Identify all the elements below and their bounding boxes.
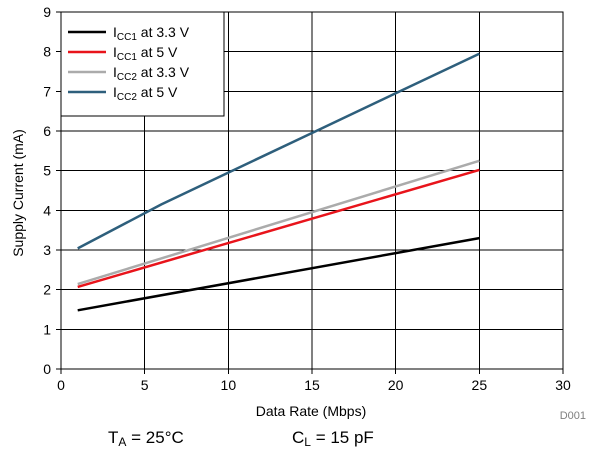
series-line-2: [77, 168, 480, 289]
legend-label: ICC1 at 3.3 V: [113, 24, 190, 43]
series-line-1: [77, 236, 480, 312]
y-tick-label: 0: [43, 361, 51, 377]
y-tick-label: 9: [43, 4, 51, 20]
y-tick-label: 3: [43, 242, 51, 258]
x-tick-label: 30: [555, 377, 571, 393]
y-tick-label: 6: [43, 123, 51, 139]
chart-series: [77, 52, 480, 312]
supply-current-chart: 0 5 10 15 20 25 30 0 1 2 3 4 5 6 7 8 9 ICC1 at 3.3 VICC1…: [10, 4, 586, 422]
y-tick-label: 8: [43, 44, 51, 60]
ambient-temperature-condition: TA = 25°C: [108, 428, 184, 449]
y-tick-label: 5: [43, 163, 51, 179]
chart-axes: 0 5 10 15 20 25 30 0 1 2 3 4 5 6 7 8 9: [43, 4, 571, 393]
x-tick-label: 10: [221, 377, 237, 393]
x-axis-title: Data Rate (Mbps): [256, 403, 366, 419]
legend-label: ICC2 at 3.3 V: [113, 64, 190, 83]
x-tick-label: 15: [304, 377, 320, 393]
series-line-4: [77, 52, 480, 250]
y-tick-label: 4: [43, 202, 51, 218]
x-tick-label: 5: [141, 377, 149, 393]
load-capacitance-condition: CL = 15 pF: [292, 428, 374, 449]
y-tick-label: 1: [43, 321, 51, 337]
series-line-3: [77, 159, 480, 286]
x-tick-label: 25: [472, 377, 488, 393]
legend-box: [60, 11, 225, 117]
y-tick-label: 2: [43, 282, 51, 298]
figure-id: D001: [560, 410, 586, 422]
y-tick-label: 7: [43, 83, 51, 99]
legend-label: ICC2 at 5 V: [113, 84, 178, 103]
legend-label: ICC1 at 5 V: [113, 44, 178, 63]
x-tick-label: 0: [57, 377, 65, 393]
x-tick-label: 20: [388, 377, 404, 393]
y-axis-title: Supply Current (mA): [10, 129, 26, 257]
